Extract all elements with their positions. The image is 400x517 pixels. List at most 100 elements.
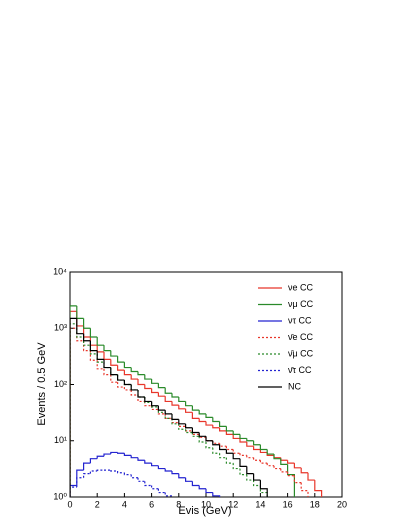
histogram-step — [70, 305, 77, 497]
histogram-step — [96, 353, 104, 363]
histogram-step — [232, 453, 240, 460]
histogram-step — [96, 345, 104, 353]
x-tick-label: 0 — [67, 499, 72, 509]
histogram-step — [185, 423, 193, 429]
histogram-step — [151, 401, 159, 407]
histogram-step — [89, 340, 98, 352]
histogram-step — [89, 345, 98, 355]
histogram-step — [103, 351, 111, 360]
histogram-step — [110, 470, 118, 472]
histogram-step — [287, 464, 295, 497]
histogram-step — [219, 444, 227, 451]
histogram-step — [198, 410, 206, 415]
histogram-step — [144, 374, 152, 380]
histogram-step — [130, 384, 138, 391]
histogram-step — [239, 458, 247, 467]
histogram-step — [83, 325, 91, 338]
histogram-step — [253, 446, 261, 451]
histogram-step — [103, 362, 111, 369]
histogram-step — [103, 359, 111, 369]
histogram-step — [137, 379, 145, 386]
histogram-step — [205, 421, 213, 426]
histogram-step — [185, 401, 193, 407]
histogram-step — [117, 374, 125, 381]
histogram-step — [280, 458, 288, 465]
y-tick-label: 10⁰ — [53, 491, 67, 501]
histogram-step — [164, 413, 172, 419]
histogram-step — [89, 328, 98, 338]
histogram-step — [178, 396, 186, 403]
histogram-step — [259, 444, 268, 451]
histogram-step — [157, 383, 166, 389]
histogram-step — [151, 388, 159, 394]
histogram-step — [225, 449, 234, 454]
histogram-step — [96, 350, 104, 360]
histogram-step — [110, 367, 118, 376]
histogram-step — [70, 327, 77, 497]
histogram-step — [83, 318, 91, 329]
histogram-step — [130, 389, 138, 396]
histogram-step — [239, 468, 247, 476]
histogram-step — [232, 463, 240, 470]
plot-area — [70, 305, 323, 497]
histogram-step — [253, 480, 261, 487]
histogram-step — [171, 393, 179, 398]
histogram-step — [144, 481, 152, 487]
histogram-step — [287, 460, 295, 464]
legend-label: ντ CC — [288, 315, 312, 325]
histogram-step — [171, 418, 179, 425]
histogram-step — [130, 455, 138, 459]
histogram-step — [212, 447, 220, 454]
histogram-step — [130, 384, 138, 391]
histogram-step — [76, 477, 84, 488]
legend-label: ν̄μ CC — [288, 348, 314, 358]
histogram-step — [178, 422, 186, 427]
histogram-step — [123, 380, 132, 386]
histogram-step — [123, 370, 132, 376]
histogram-step — [83, 333, 91, 342]
histogram-step — [239, 434, 247, 440]
histogram-step — [123, 362, 132, 369]
histogram-step — [198, 418, 206, 423]
histogram-step — [246, 466, 254, 475]
histogram-step — [76, 305, 84, 319]
histogram-step — [157, 405, 166, 411]
histogram-step — [137, 371, 145, 376]
histogram-step — [151, 379, 159, 384]
histogram-step — [164, 468, 172, 472]
histogram-step — [212, 425, 220, 429]
histogram-step — [110, 367, 118, 376]
histogram-step — [280, 457, 288, 461]
histogram-step — [219, 443, 227, 447]
histogram-step — [185, 477, 193, 482]
histogram-step — [123, 380, 132, 386]
y-tick-label: 10³ — [54, 323, 67, 333]
histogram-step — [307, 472, 315, 481]
histogram-step — [178, 423, 186, 430]
histogram-step — [137, 395, 145, 403]
histogram-step — [96, 469, 104, 471]
y-axis-title: Events / 0.5 GeV — [36, 342, 48, 426]
x-tick-label: 14 — [255, 499, 265, 509]
histogram-step — [164, 492, 173, 497]
histogram-step — [96, 336, 104, 346]
histogram-step — [178, 405, 186, 410]
histogram-step — [164, 412, 172, 419]
legend-label: ν̄τ CC — [288, 365, 312, 375]
histogram-step — [171, 401, 179, 406]
histogram-step — [205, 413, 213, 419]
histogram-step — [83, 462, 91, 471]
histogram-step — [300, 467, 308, 474]
histogram-step — [137, 457, 145, 461]
histogram-step — [110, 451, 118, 455]
histogram-step — [259, 460, 268, 464]
histogram-step — [191, 412, 200, 419]
histogram-step — [83, 336, 91, 346]
histogram-step — [191, 405, 200, 411]
histogram-step — [185, 408, 193, 413]
histogram-step — [293, 463, 302, 469]
histogram-step — [300, 482, 309, 497]
histogram-step — [164, 396, 172, 403]
histogram-step — [225, 457, 234, 464]
histogram-step — [273, 465, 281, 470]
